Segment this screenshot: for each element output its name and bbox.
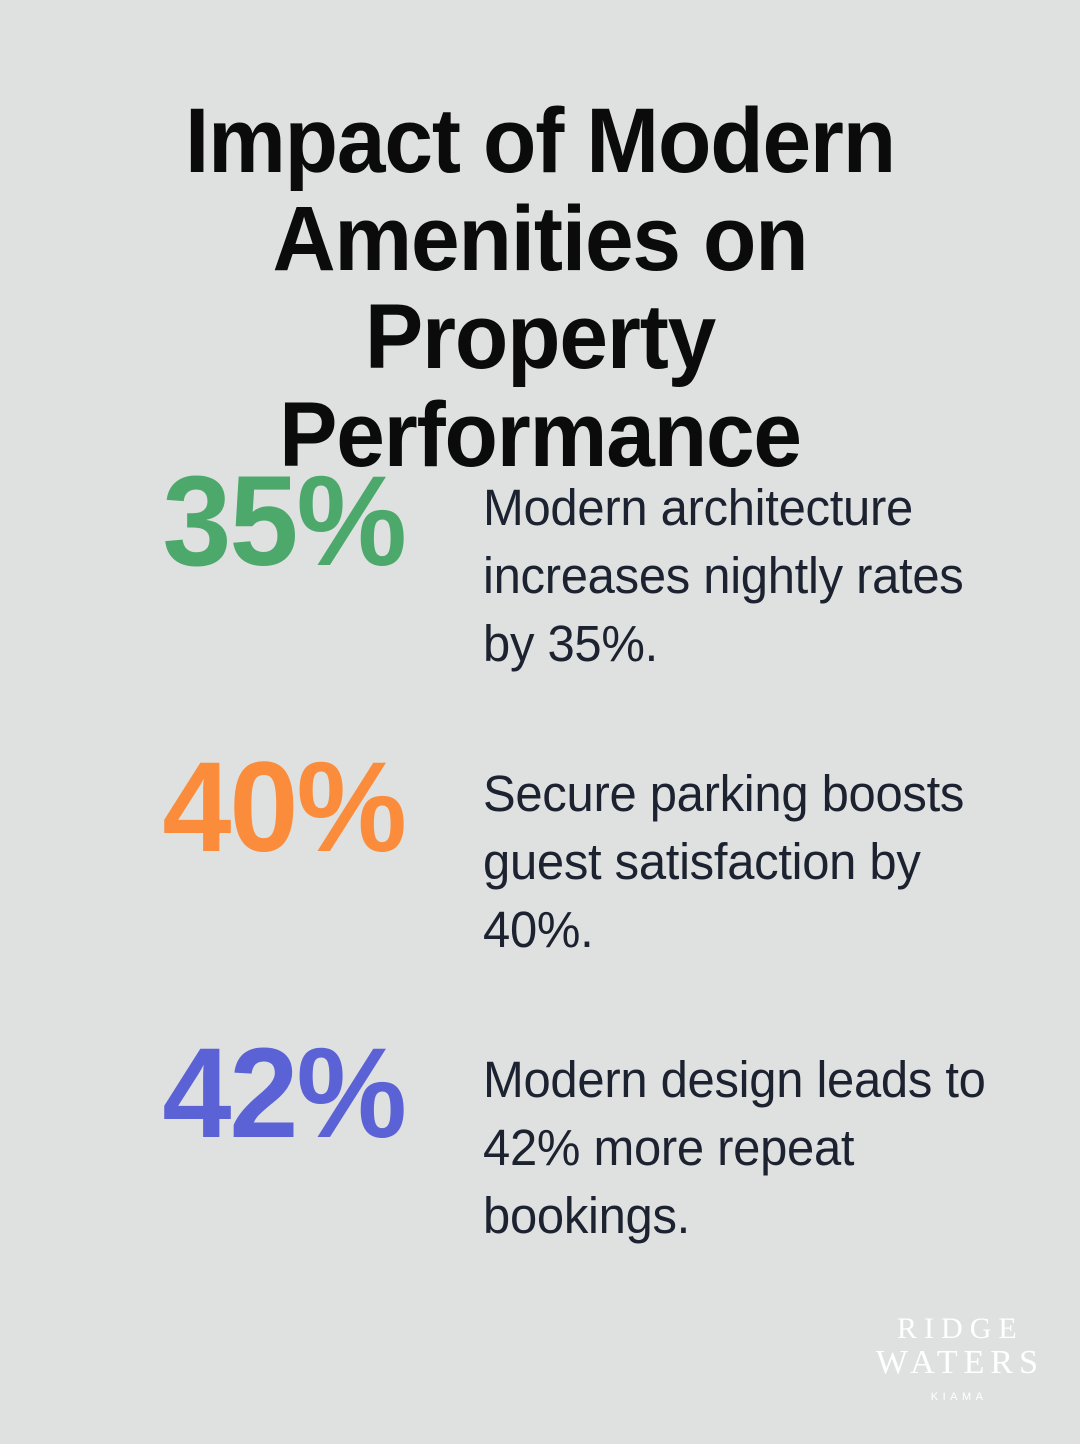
- brand-logo-location: KIAMA: [930, 1391, 988, 1403]
- brand-logo-line-two: WATERS: [875, 1344, 1044, 1381]
- stat-row: 35% Modern architecture increases nightl…: [0, 450, 1080, 678]
- stat-description: Modern design leads to 42% more repeat b…: [483, 1051, 986, 1244]
- stat-value: 42%: [162, 1022, 407, 1165]
- brand-logo: RIDGE WATERS KIAMA: [870, 1312, 1044, 1404]
- stat-value: 35%: [162, 450, 407, 593]
- statistics-list: 35% Modern architecture increases nightl…: [0, 450, 1080, 1250]
- brand-logo-line-one: RIDGE: [897, 1312, 1024, 1345]
- stat-row: 42% Modern design leads to 42% more repe…: [0, 1022, 1080, 1250]
- stat-description: Modern architecture increases nightly ra…: [483, 479, 964, 672]
- stat-description: Secure parking boosts guest satisfaction…: [483, 765, 965, 958]
- page-title: Impact of Modern Amenities on Property P…: [184, 90, 896, 486]
- stat-row: 40% Secure parking boosts guest satisfac…: [0, 736, 1080, 964]
- stat-value: 40%: [162, 736, 407, 879]
